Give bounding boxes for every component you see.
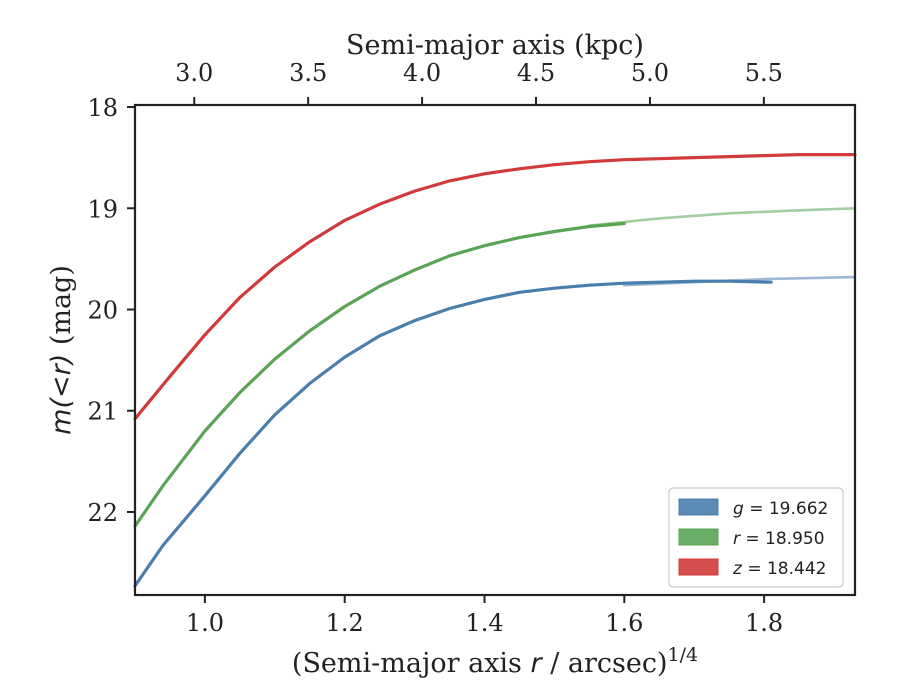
top-x-tick-label: 3.0: [175, 59, 213, 87]
top-x-tick-label: 4.5: [517, 59, 555, 87]
x-tick-label: 1.4: [465, 609, 503, 637]
x-tick-label: 1.0: [186, 609, 224, 637]
y-tick-label: 18: [87, 94, 118, 122]
y-tick-label: 20: [87, 297, 118, 325]
top-x-axis-title: Semi-major axis (kpc): [346, 30, 644, 61]
legend-swatch-g: [678, 498, 719, 516]
x-tick-label: 1.6: [605, 609, 643, 637]
left-y-axis: 18 19 20 21 22: [87, 94, 135, 527]
legend-label-g: g = 19.662: [733, 499, 828, 519]
legend-swatch-z: [678, 558, 719, 576]
series-layer: [133, 153, 857, 588]
y-tick-label: 21: [87, 398, 118, 426]
top-x-axis: 3.0 3.5 4.0 4.5 5.0 5.5: [175, 59, 783, 105]
x-tick-label: 1.8: [745, 609, 783, 637]
legend-swatch-r: [678, 528, 719, 546]
bottom-x-axis: 1.0 1.2 1.4 1.6 1.8: [186, 595, 783, 637]
series-r-model-line: [588, 207, 857, 227]
plot-frame: [133, 103, 857, 597]
top-x-tick-label: 4.0: [403, 59, 441, 87]
x-axis-title: (Semi-major axis r / arcsec)1/4: [292, 644, 698, 679]
y-tick-label: 19: [87, 195, 118, 223]
y-tick-label: 22: [87, 499, 118, 527]
legend-label-z: z = 18.442: [732, 559, 826, 579]
top-x-tick-label: 5.0: [631, 59, 669, 87]
top-x-tick-label: 5.5: [745, 59, 783, 87]
legend-label-r: r = 18.950: [733, 529, 825, 549]
series-z-line: [133, 153, 857, 421]
top-x-tick-label: 3.5: [289, 59, 327, 87]
x-tick-label: 1.2: [326, 609, 364, 637]
series-g-line: [133, 279, 773, 588]
legend: g = 19.662 r = 18.950 z = 18.442: [668, 487, 844, 588]
y-axis-title: m(<r) (mag): [46, 265, 77, 435]
series-r-line: [133, 221, 626, 528]
